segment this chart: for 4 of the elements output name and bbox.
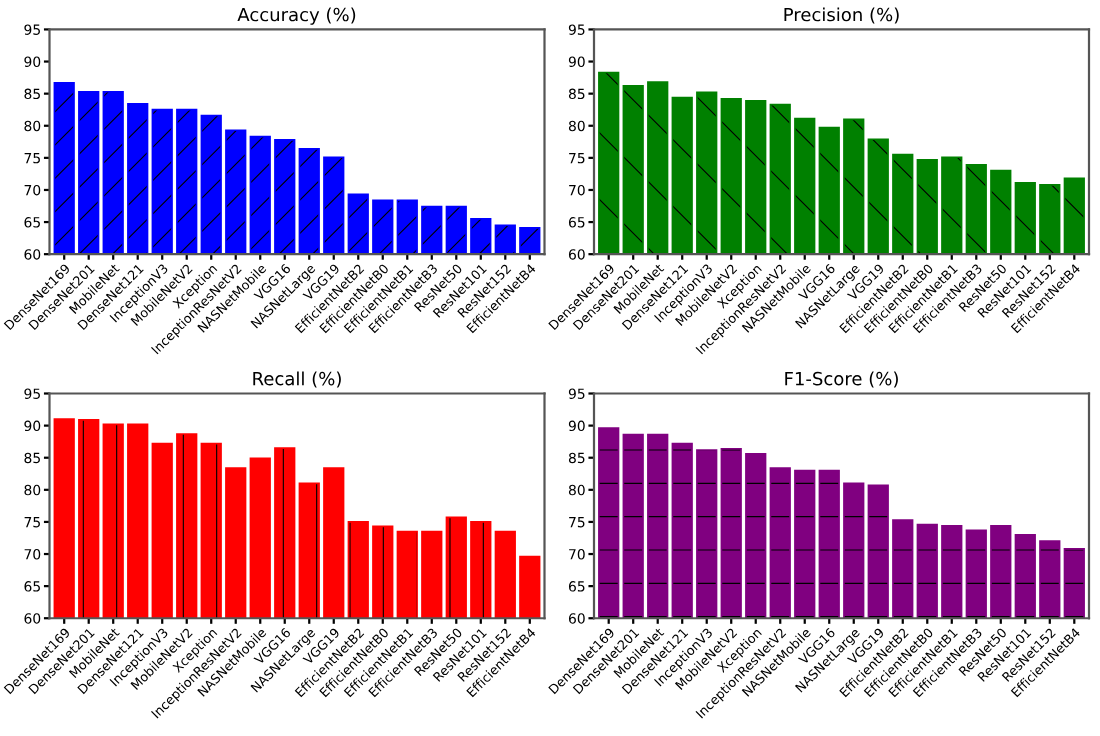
chart-title: Accuracy (%) xyxy=(237,7,356,25)
chart-title: F1-Score (%) xyxy=(785,371,898,388)
chart-title: Precision (%) xyxy=(784,7,899,24)
chart-title: Recall (%) xyxy=(253,371,341,388)
